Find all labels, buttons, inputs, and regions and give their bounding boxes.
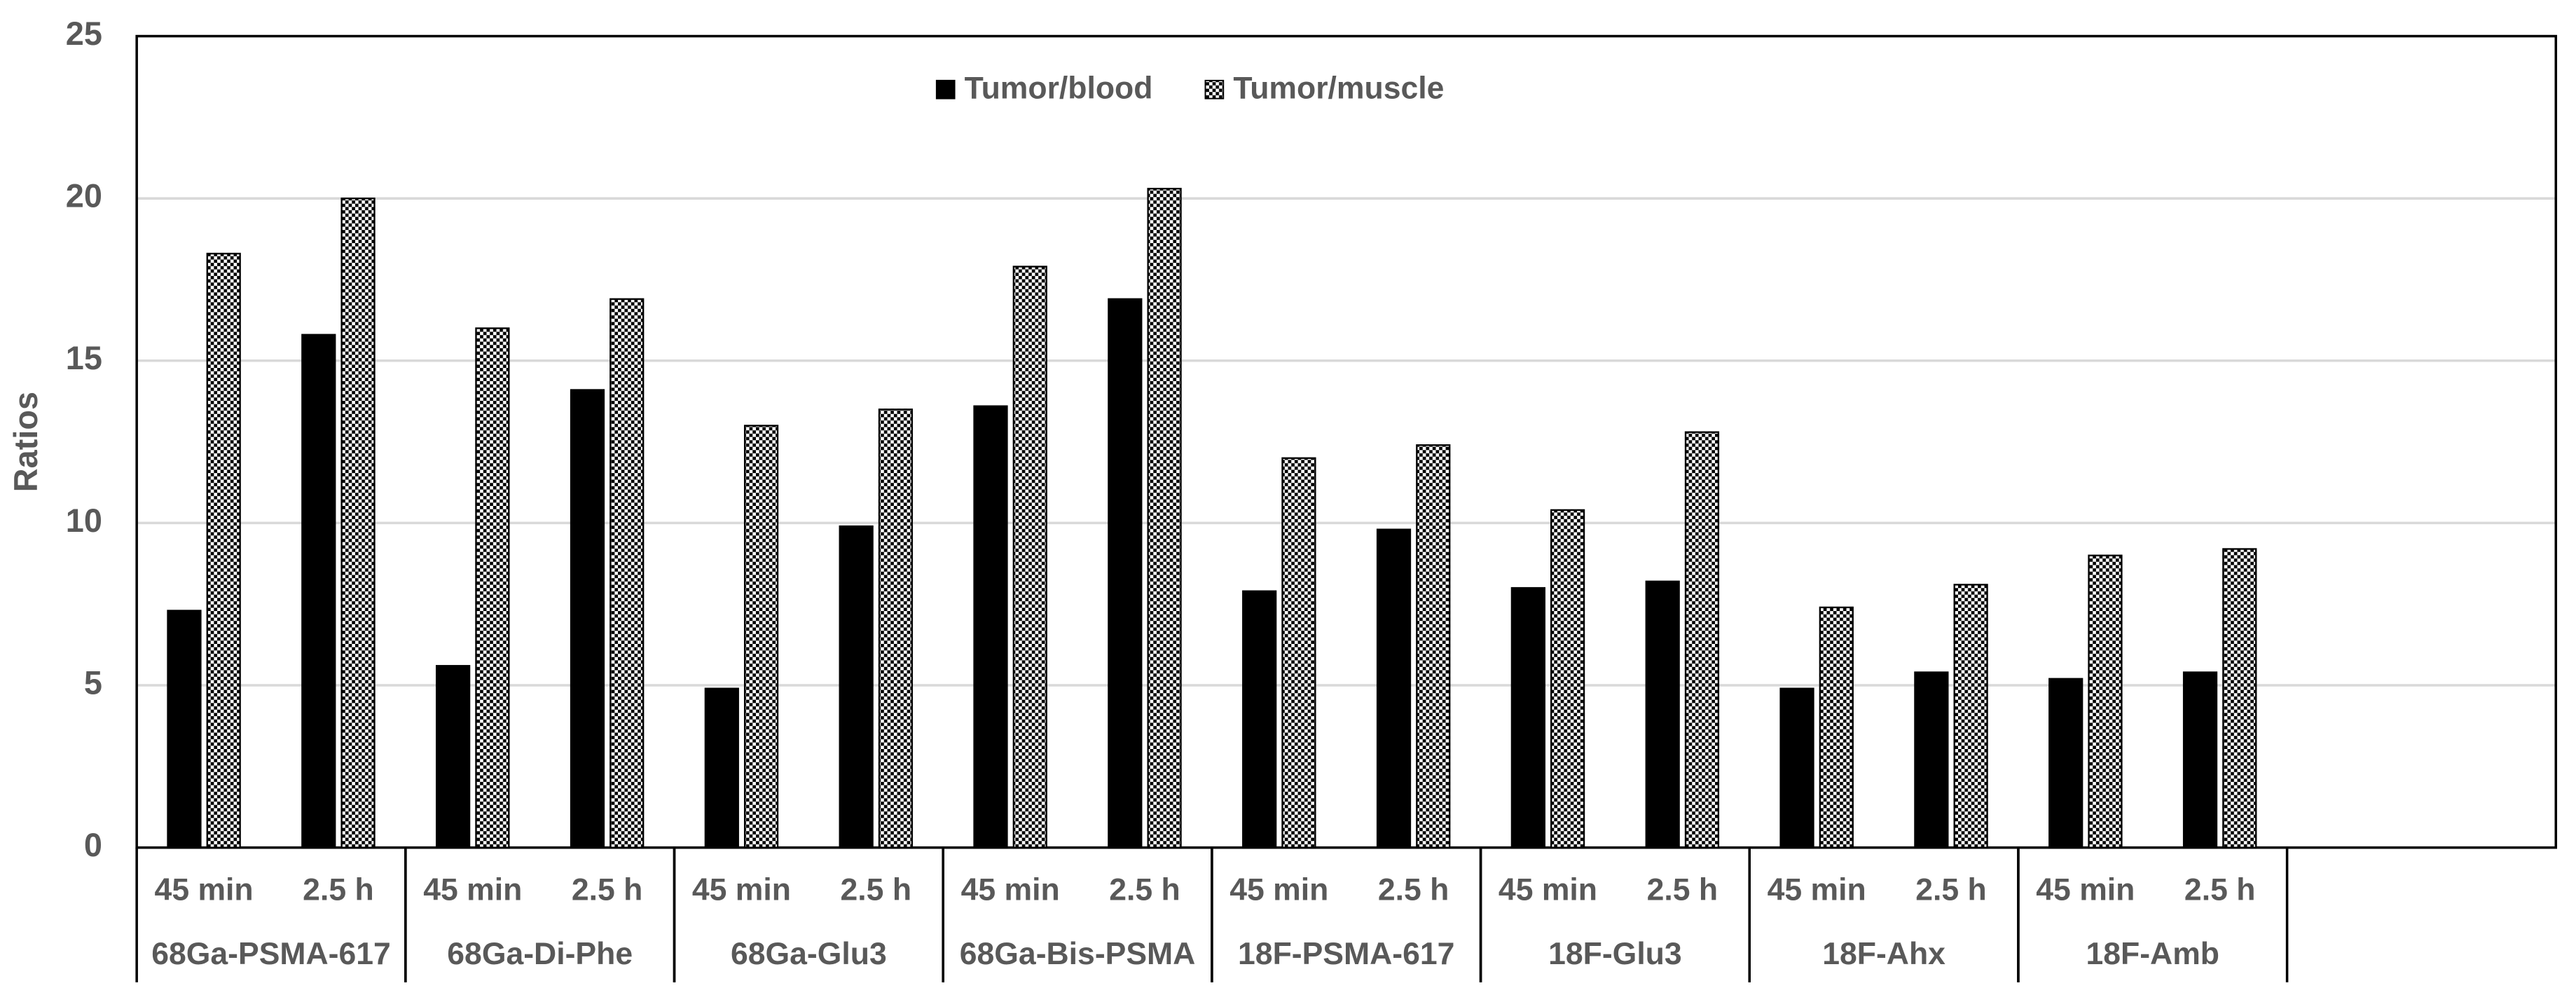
plot-frame <box>135 34 2558 849</box>
bar <box>1376 528 1412 849</box>
bar <box>609 298 645 849</box>
x-tick-label: 2.5 h <box>1378 873 1449 907</box>
group-label: 18F-Ahx <box>1822 937 1945 971</box>
y-tick-label: 25 <box>66 15 102 52</box>
bar <box>206 252 241 849</box>
bar <box>1914 671 1949 849</box>
group-label: 18F-Glu3 <box>1548 937 1682 971</box>
x-tick-label: 45 min <box>1230 873 1328 907</box>
group-label: 68Ga-Bis-PSMA <box>960 937 1196 971</box>
legend-label: Tumor/blood <box>965 71 1153 106</box>
group-label: 18F-Amb <box>2086 937 2219 971</box>
x-tick-label: 2.5 h <box>1109 873 1180 907</box>
bar <box>743 425 779 849</box>
bar <box>1779 687 1814 849</box>
x-tick-label: 45 min <box>155 873 254 907</box>
bar <box>1242 590 1277 849</box>
x-tick-label: 45 min <box>1768 873 1866 907</box>
group-label: 18F-PSMA-617 <box>1238 937 1454 971</box>
bar <box>301 334 336 849</box>
bar <box>1953 584 1988 849</box>
bar <box>1012 266 1047 849</box>
bar <box>1645 580 1680 849</box>
x-tick-label: 45 min <box>961 873 1060 907</box>
x-tick-label: 2.5 h <box>303 873 373 907</box>
x-tick-label: 2.5 h <box>1915 873 1986 907</box>
x-tick-label: 45 min <box>2036 873 2135 907</box>
bar <box>973 405 1008 849</box>
bar <box>1684 431 1720 849</box>
legend-swatch <box>935 79 956 99</box>
bar <box>340 198 376 849</box>
bar <box>2088 554 2123 849</box>
bar <box>1108 298 1143 849</box>
bar <box>1416 444 1451 849</box>
bar <box>2222 548 2257 849</box>
y-axis-label: Ratios <box>8 392 44 492</box>
group-label: 68Ga-Glu3 <box>731 937 887 971</box>
bar <box>839 525 874 849</box>
bar <box>1510 586 1545 849</box>
y-tick-label: 0 <box>84 827 102 863</box>
legend-swatch <box>1204 79 1225 99</box>
bar <box>475 327 510 849</box>
x-tick-label: 45 min <box>1499 873 1597 907</box>
y-tick-label: 15 <box>66 340 102 376</box>
legend-label: Tumor/muscle <box>1233 71 1444 106</box>
x-tick-label: 2.5 h <box>2184 873 2255 907</box>
bar <box>2182 671 2218 849</box>
group-label: 68Ga-Di-Phe <box>447 937 633 971</box>
group-label: 68Ga-PSMA-617 <box>151 937 391 971</box>
y-tick-label: 20 <box>66 178 102 214</box>
bar <box>1281 457 1316 849</box>
bar <box>436 665 471 849</box>
x-tick-label: 2.5 h <box>1647 873 1718 907</box>
bar <box>704 687 739 849</box>
x-tick-label: 2.5 h <box>841 873 911 907</box>
y-tick-label: 5 <box>84 664 102 701</box>
bar <box>878 409 914 849</box>
x-tick-label: 2.5 h <box>572 873 642 907</box>
bar <box>167 610 202 849</box>
bar <box>1819 606 1854 849</box>
bar <box>2048 678 2083 849</box>
bar <box>1147 188 1182 849</box>
y-tick-label: 10 <box>66 502 102 539</box>
bar <box>570 389 605 849</box>
bar <box>1550 509 1585 849</box>
x-tick-label: 45 min <box>692 873 791 907</box>
x-tick-label: 45 min <box>423 873 522 907</box>
